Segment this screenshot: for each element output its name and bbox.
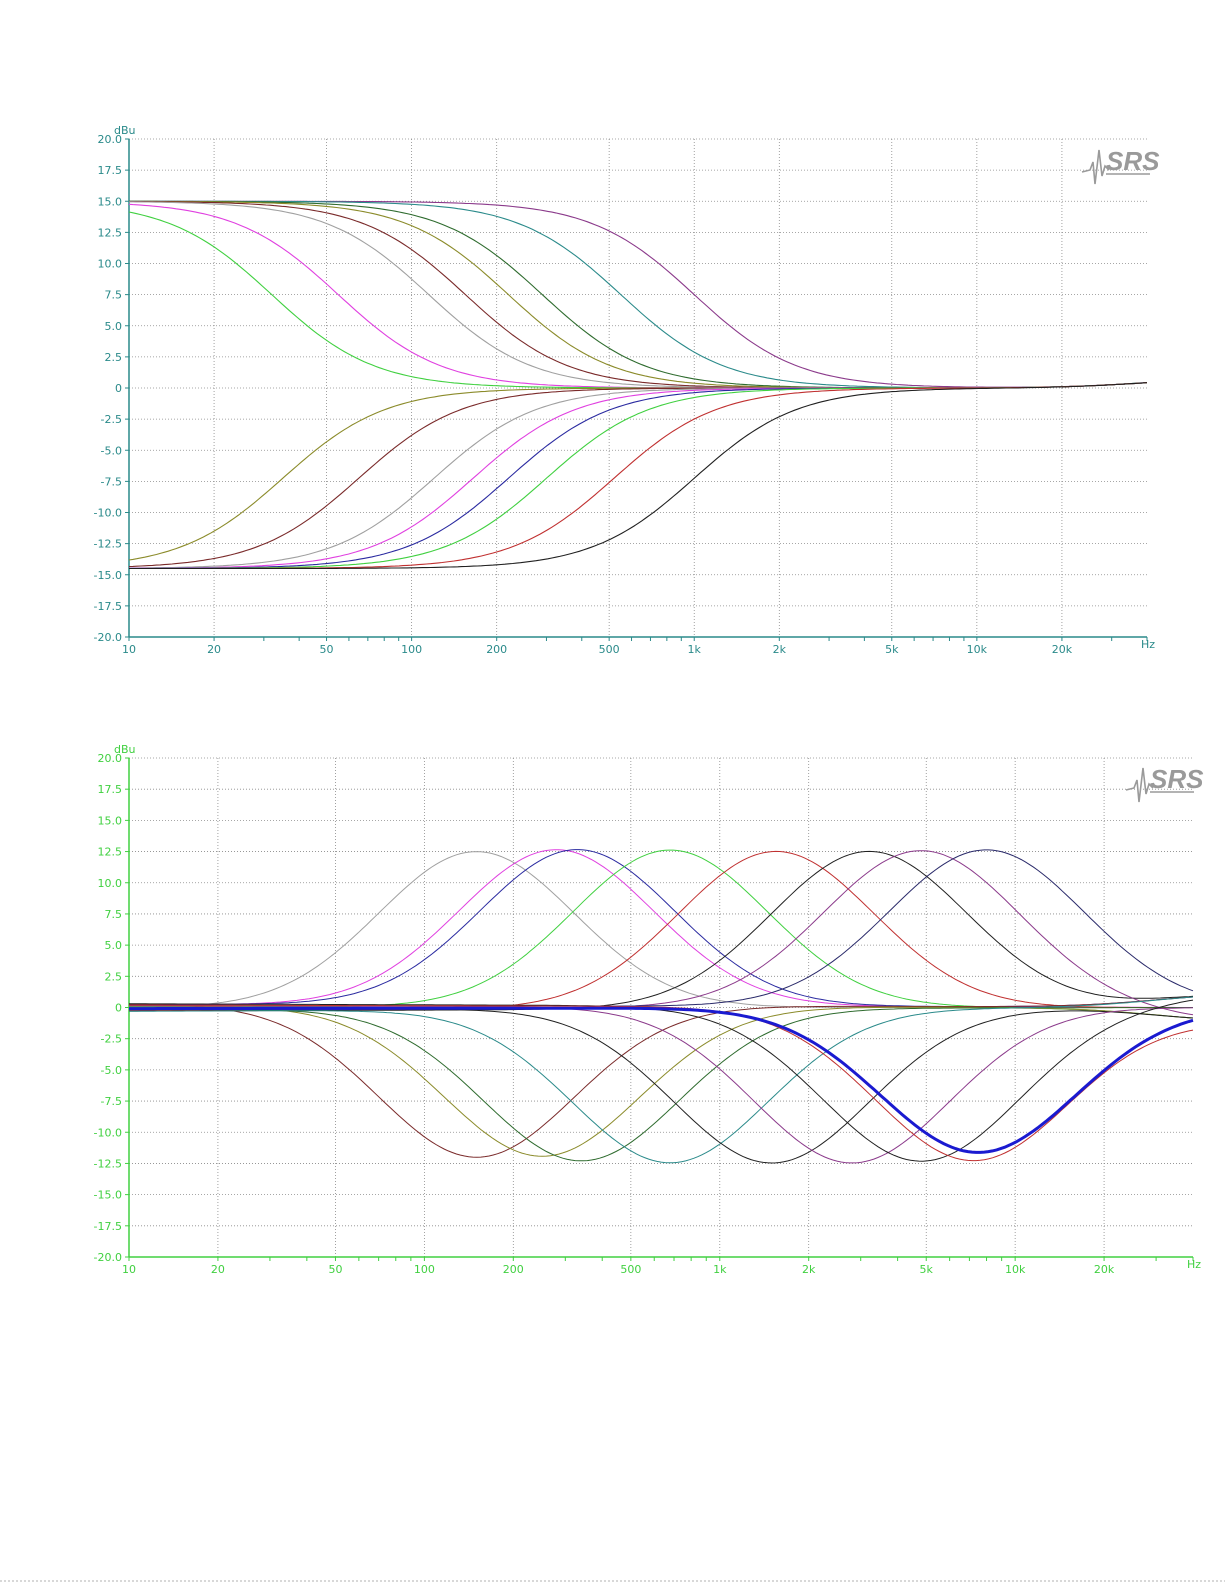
logo-wave-icon [1125,767,1154,803]
y-tick-label: 2.5 [105,351,123,364]
y-tick-label: 0 [115,1002,122,1015]
x-tick-label: 2k [802,1263,816,1276]
y-tick-label: 12.5 [98,846,123,859]
x-tick-label: 1k [688,643,702,656]
y-tick-label: 20.0 [98,133,123,146]
y-tick-label: -12.5 [94,1157,122,1170]
y-tick-label: -20.0 [94,631,122,644]
x-tick-label: 5k [920,1263,934,1276]
x-tick-label: 500 [599,643,620,656]
y-tick-label: -2.5 [101,413,122,426]
y-tick-label: -12.5 [94,538,122,551]
logo-text: SRS [1106,146,1160,176]
x-tick-label: 5k [885,643,899,656]
x-tick-label: 500 [620,1263,641,1276]
series-line [129,1004,1194,1162]
y-tick-label: 20.0 [98,752,123,765]
y-tick-label: 10.0 [98,258,123,271]
x-tick-label: 20 [207,643,221,656]
srs-logo: SRS [1125,764,1204,803]
x-tick-label: 50 [328,1263,342,1276]
y-tick-label: -10.0 [94,1126,122,1139]
x-tick-label: 2k [773,643,787,656]
y-tick-label: -15.0 [94,1189,122,1202]
series-line [129,200,1148,389]
y-tick-label: -7.5 [101,1095,122,1108]
y-unit-label: dBu [114,743,136,756]
x-tick-label: 20 [211,1263,225,1276]
y-tick-label: -10.0 [94,507,122,520]
y-tick-label: -7.5 [101,475,122,488]
series-line [128,203,1148,389]
y-tick-label: -17.5 [94,600,122,613]
y-tick-label: 5.0 [105,939,123,952]
y-tick-label: 10.0 [98,877,123,890]
series-line [128,382,1148,569]
logo-wave-icon [1081,149,1110,185]
y-tick-label: 7.5 [105,908,123,921]
y-tick-label: 17.5 [98,783,123,796]
logo-text: SRS [1150,764,1204,794]
y-tick-label: 15.0 [98,814,123,827]
y-tick-label: 15.0 [98,195,123,208]
y-tick-label: 7.5 [105,289,123,302]
series-line [128,849,1193,1008]
y-tick-label: -2.5 [101,1033,122,1046]
x-tick-label: 10 [122,1263,136,1276]
series-line [129,996,1194,1158]
y-tick-label: -15.0 [94,569,122,582]
footer-rule [0,1580,1225,1582]
series-line [128,211,1148,389]
series-line [129,200,1148,388]
x-tick-label: 100 [401,643,422,656]
series-line [129,382,1148,569]
series-line [129,850,1194,1012]
series-line [128,382,1148,568]
y-tick-label: 5.0 [105,320,123,333]
y-tick-label: 12.5 [98,226,123,239]
x-unit-label: Hz [1187,1258,1201,1271]
x-tick-label: 200 [503,1263,524,1276]
series-line [128,382,1148,561]
x-tick-label: 1k [713,1263,727,1276]
bottom-chart: 20.0 17.5 15.0 12.5 10.0 7.5 5.0 2.5 0 -2.5 -5.0 -7… [94,743,1205,1276]
y-tick-label: -5.0 [101,1064,122,1077]
series-line [129,996,1194,1164]
series-line [129,382,1148,569]
srs-logo: SRS [1081,146,1160,185]
y-tick-label: -17.5 [94,1220,122,1233]
series-line [129,200,1148,389]
series-line [129,382,1148,570]
series-line [129,201,1148,389]
top-chart: 20.0 17.5 15.0 12.5 10.0 7.5 5.0 2.5 0 -2.5 -5.0 -7… [94,124,1161,656]
series-line [129,200,1148,389]
series-line [129,1005,1194,1164]
x-tick-label: 200 [486,643,507,656]
series-line [129,382,1148,570]
series-line [129,200,1148,389]
series-line [129,999,1194,1162]
y-tick-label: 17.5 [98,164,123,177]
series-line [129,1006,1194,1154]
x-tick-label: 20k [1094,1263,1115,1276]
x-unit-label: Hz [1141,638,1155,651]
series-line [129,850,1193,1011]
y-tick-label: -20.0 [94,1251,122,1264]
x-tick-label: 10k [1005,1263,1026,1276]
y-tick-label: -5.0 [101,444,122,457]
y-tick-label: 0 [115,382,122,395]
y-tick-label: 2.5 [105,970,123,983]
x-tick-label: 10k [967,643,988,656]
series-line [129,382,1148,570]
x-tick-label: 10 [122,643,136,656]
y-unit-label: dBu [114,124,136,137]
x-tick-label: 50 [320,643,334,656]
series-line [129,850,1194,1016]
x-tick-label: 20k [1052,643,1073,656]
x-tick-label: 100 [414,1263,435,1276]
